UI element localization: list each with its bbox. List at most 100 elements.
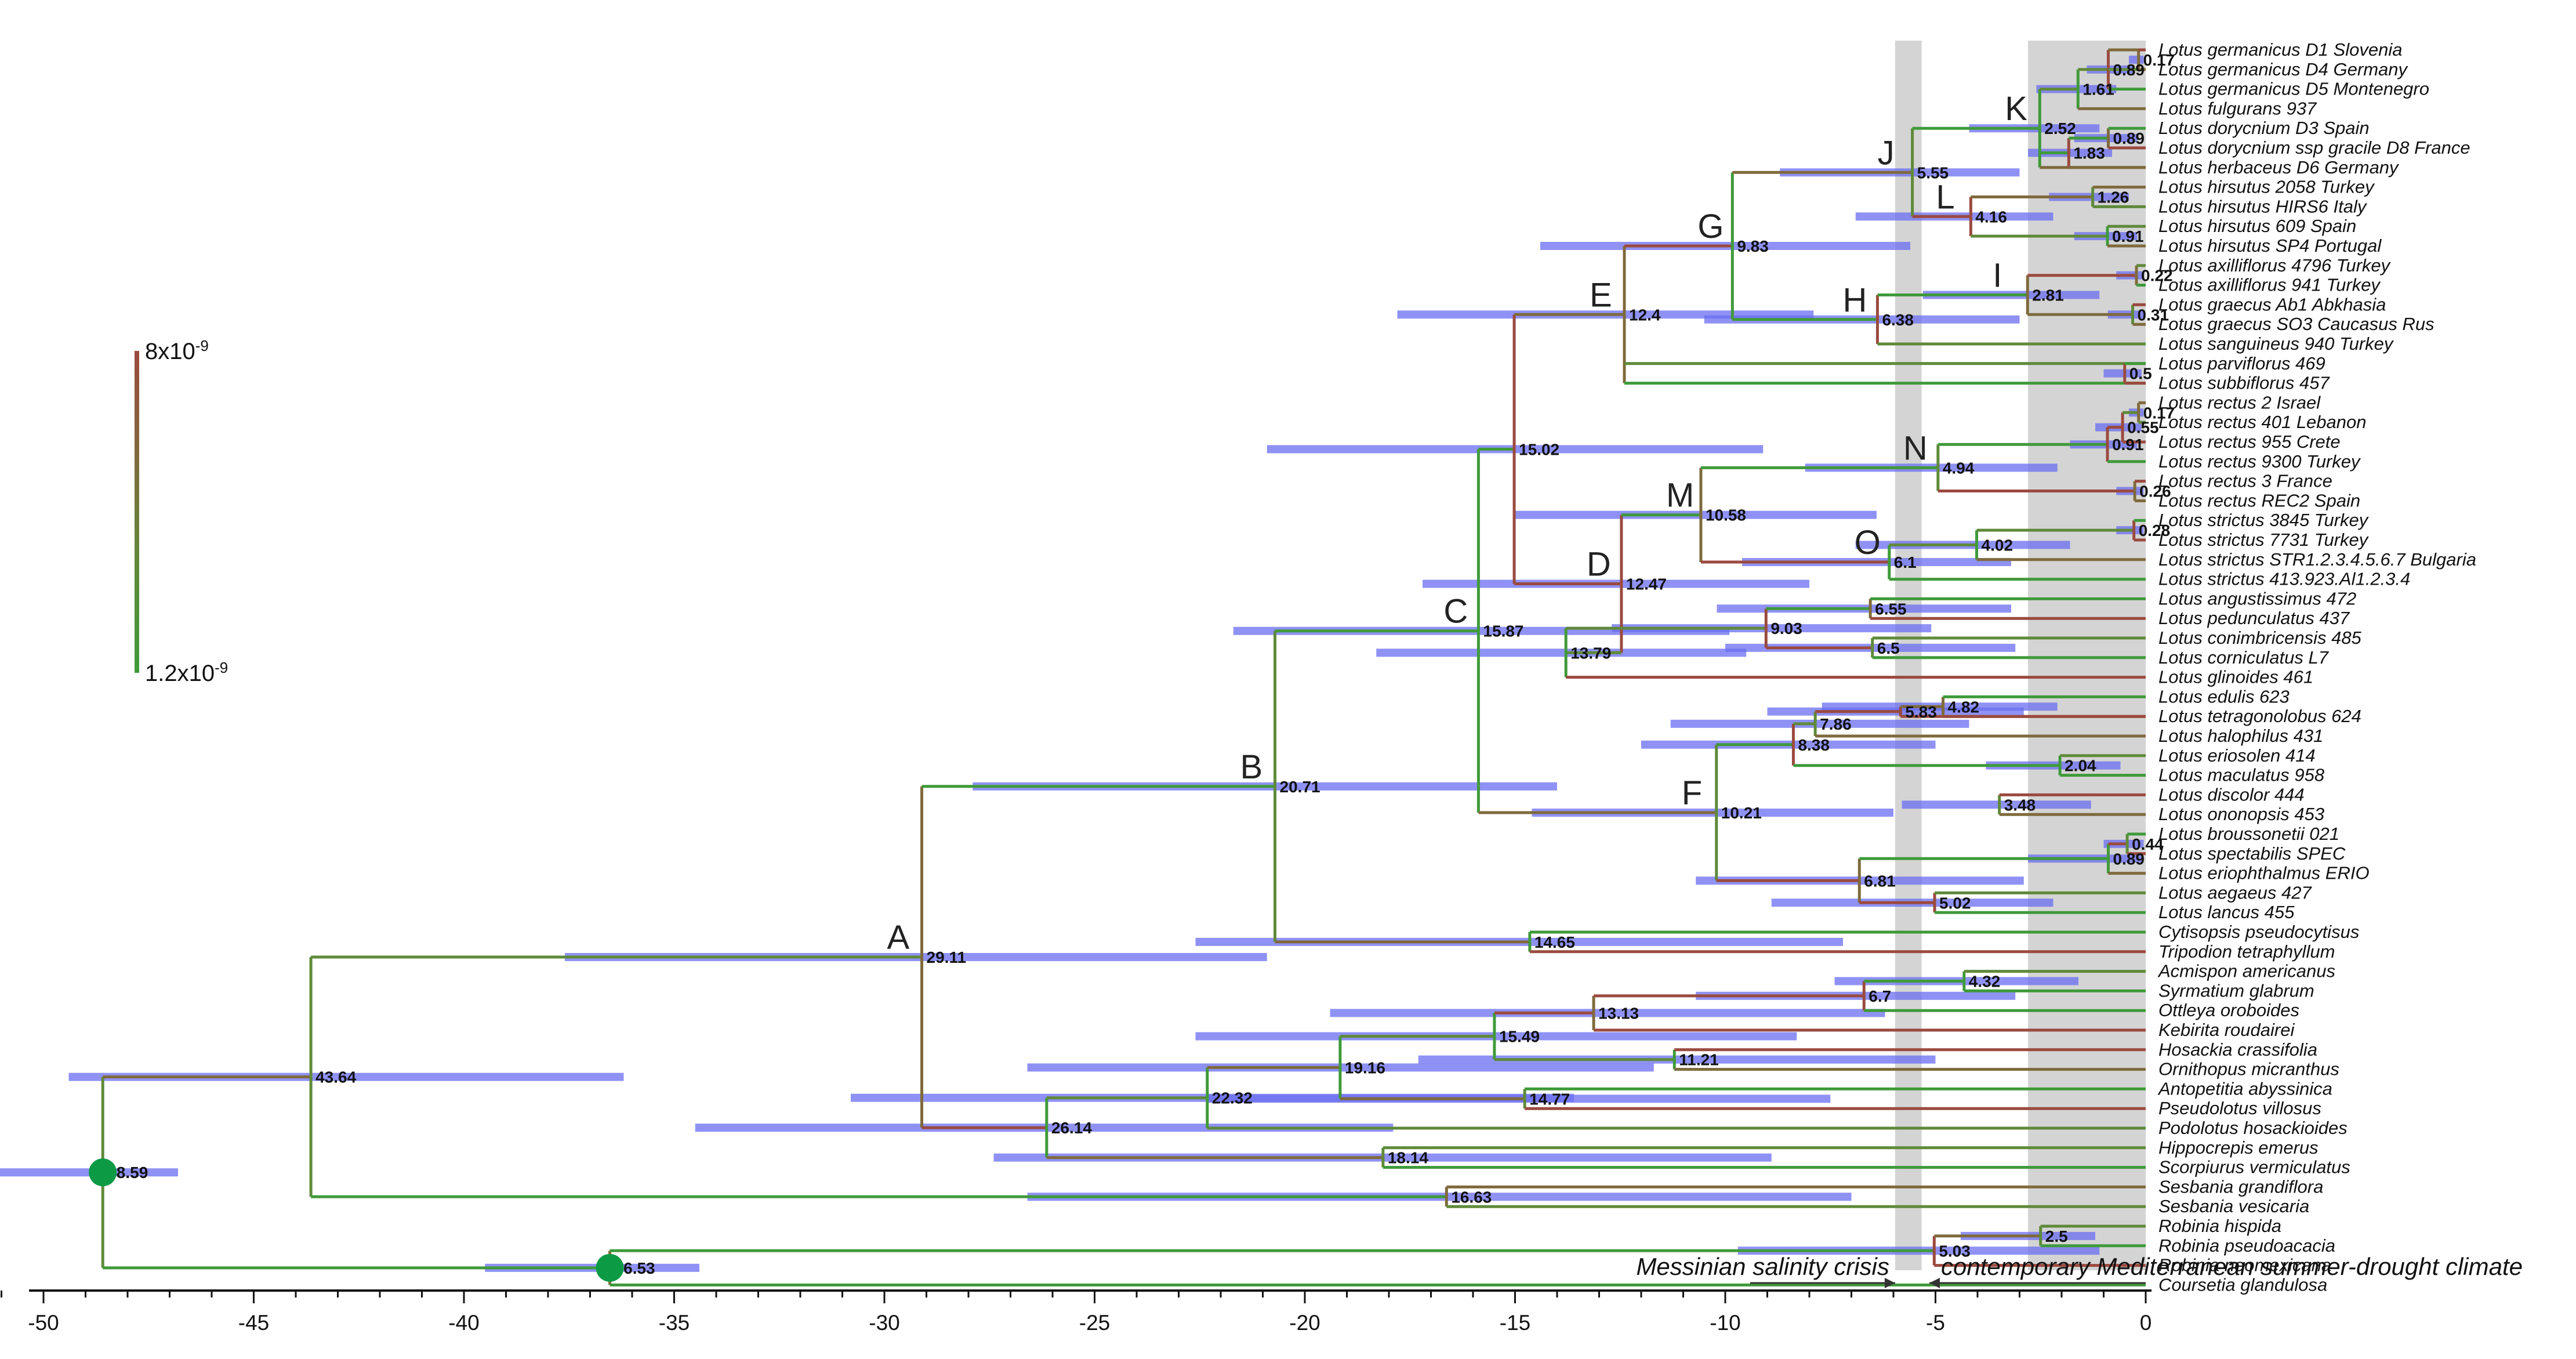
axis-tick-label: -30	[869, 1311, 899, 1335]
clade-label: B	[1240, 748, 1263, 786]
node-age-label: 19.16	[1345, 1059, 1385, 1077]
hpd-bar	[2103, 369, 2142, 378]
tip-label: Robinia pseudoacacia	[2158, 1235, 2335, 1256]
tip-label: Lotus germanicus D1 Slovenia	[2158, 39, 2402, 60]
tip-label: Lotus eriophthalmus ERIO	[2158, 863, 2370, 883]
hpd-bar	[1612, 624, 1932, 633]
node-age-label: 6.81	[1864, 872, 1896, 890]
axis-tick-label: 0	[2140, 1311, 2152, 1335]
node-age-label: 0.26	[2139, 483, 2171, 501]
tip-label: Lotus eriosolen 414	[2158, 745, 2316, 766]
hpd-bar	[1902, 800, 2091, 809]
tip-label: Acmispon americanus	[2157, 961, 2335, 981]
tip-label: Lotus ononopsis 453	[2158, 804, 2324, 824]
hpd-bar	[1418, 1055, 1936, 1064]
tip-label: Lotus graecus Ab1 Abkhasia	[2158, 294, 2386, 314]
tip-label: Ottleya oroboides	[2158, 1000, 2299, 1020]
tip-label: Lotus conimbricensis 485	[2158, 628, 2362, 648]
tip-label: Lotus rectus 401 Lebanon	[2158, 412, 2367, 432]
clade-label: C	[1443, 593, 1468, 630]
tip-label: Tripodion tetraphyllum	[2158, 941, 2335, 962]
calibration-node-marker	[596, 1253, 624, 1282]
node-age-label: 6.38	[1882, 311, 1914, 329]
tip-label: Lotus axilliflorus 941 Turkey	[2158, 275, 2381, 295]
clade-label: D	[1587, 546, 1611, 584]
node-age-label: 26.14	[1051, 1119, 1092, 1137]
tip-label: Lotus germanicus D5 Montenegro	[2158, 79, 2429, 99]
node-age-label: 12.4	[1629, 306, 1661, 324]
node-age-label: 16.63	[1451, 1188, 1492, 1206]
tip-label: Syrmatium glabrum	[2158, 980, 2314, 1001]
node-age-label: 2.81	[2032, 287, 2064, 305]
tip-label: Cytisopsis pseudocytisus	[2158, 922, 2359, 942]
branches	[101, 48, 2146, 1286]
node-age-label: 43.64	[315, 1068, 356, 1086]
clade-label: A	[887, 919, 910, 956]
node-age-label: 0.28	[2139, 521, 2171, 539]
hpd-bar	[1670, 719, 1969, 728]
node-age-label: 5.55	[1917, 164, 1949, 182]
node-age-labels: 48.5943.6416.6329.1120.7114.6515.8715.02…	[107, 51, 2175, 1277]
node-age-label: 4.82	[1948, 698, 1980, 716]
tip-label: Lotus rectus 955 Crete	[2158, 432, 2341, 452]
node-age-label: 2.52	[2044, 119, 2076, 137]
node-age-label: 0.55	[2127, 419, 2159, 437]
tip-label: Lotus strictus 413.923.Al1.2.3.4	[2158, 569, 2410, 589]
tip-label: Robinia hispida	[2158, 1216, 2281, 1236]
tip-label: Ornithopus micranthus	[2158, 1059, 2339, 1079]
node-age-label: 0.91	[2112, 227, 2144, 245]
node-age-label: 18.14	[1388, 1149, 1428, 1167]
rate-legend: 8x10-9 1.2x10-9	[135, 337, 228, 686]
tip-label: Lotus lancus 455	[2158, 902, 2295, 922]
node-age-label: 9.03	[1770, 619, 1802, 637]
rate-scale-bar	[135, 351, 139, 673]
node-age-label: 22.32	[1212, 1089, 1253, 1107]
hpd-bar	[1195, 1032, 1797, 1041]
node-age-label: 11.21	[1679, 1051, 1719, 1069]
clade-label: O	[1855, 524, 1881, 561]
clade-label: F	[1682, 774, 1702, 812]
node-age-label: 14.77	[1529, 1090, 1570, 1108]
period-annotation: Messinian salinity crisis	[1636, 1253, 1889, 1280]
tip-label: Lotus maculatus 958	[2158, 765, 2325, 785]
node-age-label: 5.03	[1939, 1242, 1971, 1260]
tip-label: Lotus graecus SO3 Caucasus Rus	[2158, 314, 2434, 334]
node-age-label: 13.13	[1598, 1004, 1639, 1022]
node-age-label: 5.83	[1905, 703, 1937, 721]
hpd-bar	[1376, 648, 1747, 657]
clade-label: I	[1993, 257, 2002, 295]
tip-label: Hosackia crassifolia	[2158, 1039, 2317, 1060]
axis-tick-label: -50	[28, 1311, 59, 1335]
tip-label: Lotus dorycnium ssp gracile D8 France	[2158, 137, 2470, 158]
node-age-label: 4.32	[1969, 973, 2001, 991]
tip-label: Pseudolotus villosus	[2158, 1098, 2321, 1118]
tip-label: Lotus corniculatus L7	[2158, 647, 2330, 668]
tip-label: Lotus subbiflorus 457	[2158, 373, 2330, 393]
node-age-label: 0.89	[2113, 129, 2145, 147]
tip-label: Lotus hirsutus HIRS6 Italy	[2158, 196, 2368, 216]
node-age-label: 0.89	[2113, 61, 2145, 79]
node-age-label: 0.17	[2143, 404, 2175, 422]
clade-label: N	[1903, 429, 1928, 467]
hpd-bar	[1330, 1009, 1885, 1017]
node-age-label: 4.02	[1982, 536, 2013, 554]
node-age-label: 4.16	[1975, 208, 2007, 226]
clade-label: G	[1697, 208, 1724, 245]
node-age-label: 0.91	[2112, 436, 2144, 454]
tip-label: Lotus rectus REC2 Spain	[2158, 490, 2360, 510]
tip-label: Lotus dorycnium D3 Spain	[2158, 118, 2370, 138]
clade-label: L	[1936, 178, 1954, 216]
tip-label: Lotus strictus 3845 Turkey	[2158, 510, 2370, 530]
axis-tick-label: -20	[1289, 1311, 1320, 1335]
node-age-label: 6.7	[1868, 987, 1891, 1005]
node-age-label: 1.83	[2073, 144, 2105, 162]
node-age-label: 0.31	[2138, 306, 2169, 324]
node-age-label: 0.44	[2132, 835, 2164, 853]
tip-label: Lotus glinoides 461	[2158, 667, 2313, 687]
tip-label: Sesbania vesicaria	[2158, 1196, 2309, 1216]
axis-tick-label: -15	[1500, 1311, 1530, 1335]
node-age-label: 10.21	[1721, 804, 1762, 822]
node-age-label: 15.87	[1483, 622, 1523, 640]
clade-label: H	[1842, 281, 1867, 319]
